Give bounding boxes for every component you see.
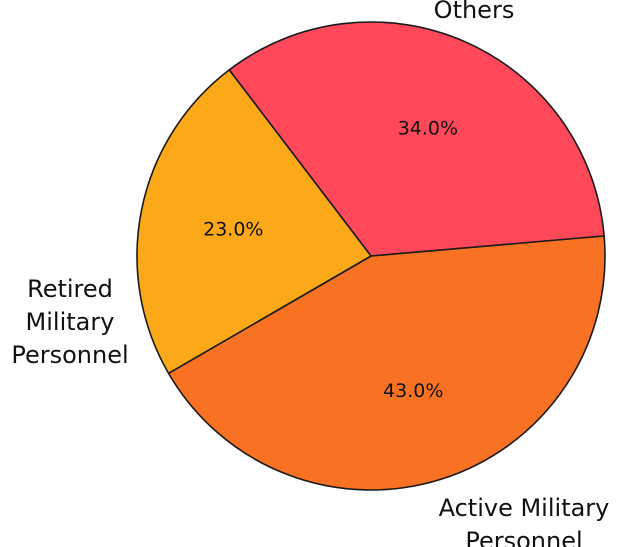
pie-slice-retired-military-personnel (136, 69, 372, 375)
pie-slice-others (228, 21, 605, 257)
pie-slice-active-military-personnel (167, 235, 606, 491)
category-label-active-military-personnel: Active Military Personnel (439, 494, 610, 547)
category-label-others: Others (434, 0, 515, 24)
pct-label-active-military-personnel: 43.0% (383, 380, 443, 402)
category-label-retired-military-personnel: Retired Military Personnel (11, 275, 128, 369)
pct-label-retired-military-personnel: 23.0% (203, 218, 263, 240)
pct-label-others: 34.0% (398, 118, 458, 140)
